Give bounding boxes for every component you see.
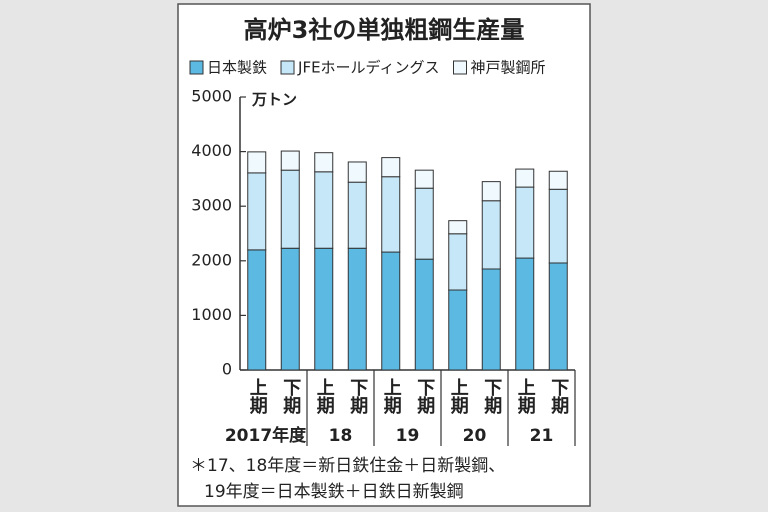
bar-segment (280, 247, 300, 371)
bar-segment (414, 169, 434, 189)
bar-segment (548, 188, 568, 264)
x-tick-label: 上期 (515, 378, 536, 415)
bar-segment (481, 268, 501, 371)
x-tick-label: 上期 (381, 378, 402, 415)
y-tick-label: 4000 (191, 141, 232, 160)
x-tick-label: 下期 (280, 378, 301, 415)
unit-label: 万トン (251, 91, 297, 109)
group-label: 21 (530, 426, 554, 446)
bar-segment (481, 181, 501, 202)
bar-segment (247, 151, 267, 174)
x-tick-label: 上期 (448, 378, 469, 415)
y-tick-label: 1000 (191, 305, 232, 324)
legend-swatch (280, 60, 295, 75)
bar-segment (515, 168, 535, 188)
bar-segment (280, 169, 300, 249)
bar-segment (247, 172, 267, 251)
bar-segment (515, 186, 535, 259)
y-tick-label: 3000 (191, 196, 232, 215)
note: ＊17、18年度＝新日鉄住金＋日新製鋼、 (190, 456, 505, 476)
group-label: 19 (396, 426, 420, 446)
bar-segment (247, 249, 267, 371)
bar-segment (548, 170, 568, 190)
bar-segment (448, 289, 468, 371)
chart-title: 高炉3社の単独粗鋼生産量 (244, 16, 525, 44)
x-tick-label: 下期 (481, 378, 502, 415)
x-tick-label: 下期 (347, 378, 368, 415)
x-tick-label: 上期 (247, 378, 268, 415)
bar-segment (448, 233, 468, 291)
x-tick-label: 下期 (548, 378, 569, 415)
bar-segment (347, 247, 367, 371)
legend-label: 日本製鉄 (207, 59, 267, 77)
legend-swatch (453, 60, 467, 75)
group-label: 18 (329, 426, 353, 446)
y-tick-label: 2000 (191, 250, 232, 269)
bar-segment (314, 247, 334, 371)
bar-segment (381, 157, 401, 178)
bar-segment (314, 171, 334, 249)
bar-segment (481, 200, 501, 270)
group-label: 2017年度 (225, 425, 307, 446)
bar-segment (381, 251, 401, 371)
legend-label: 神戸製鋼所 (471, 59, 546, 77)
group-label: 20 (463, 426, 487, 446)
x-tick-label: 下期 (414, 378, 435, 415)
bar-segment (347, 181, 367, 249)
bar-segment (414, 258, 434, 371)
bar-segment (280, 150, 300, 171)
bar-segment (515, 257, 535, 371)
bar-segment (548, 262, 568, 371)
bar-segment (347, 161, 367, 183)
x-tick-label: 上期 (314, 378, 335, 415)
note: 19年度＝日本製鉄＋日鉄日新製鋼 (204, 482, 464, 502)
y-tick-label: 0 (222, 360, 232, 379)
bar-segment (314, 152, 334, 173)
y-tick-label: 5000 (191, 87, 232, 106)
legend-swatch (189, 60, 204, 75)
bar-segment (381, 176, 401, 253)
bar-segment (414, 187, 434, 260)
legend-label: JFEホールディングス (297, 59, 439, 77)
bar-segment (448, 220, 468, 235)
